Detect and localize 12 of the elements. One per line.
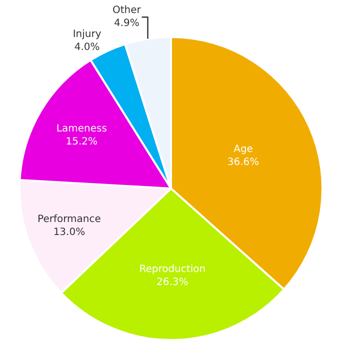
data-label: 4.0% — [74, 42, 100, 54]
data-label: 26.3% — [156, 276, 188, 288]
data-label: 13.0% — [53, 226, 86, 238]
slice-label: Other — [112, 5, 142, 16]
data-label: 4.9% — [114, 18, 140, 30]
data-label: 15.2% — [66, 136, 98, 148]
data-label: 36.6% — [227, 157, 260, 168]
slice-label: Performance — [38, 214, 101, 225]
slice-label: Injury — [72, 29, 102, 40]
slice-label: Reproduction — [139, 264, 206, 275]
slice-label: Age — [234, 144, 253, 156]
slice-label: Lameness — [56, 124, 107, 135]
